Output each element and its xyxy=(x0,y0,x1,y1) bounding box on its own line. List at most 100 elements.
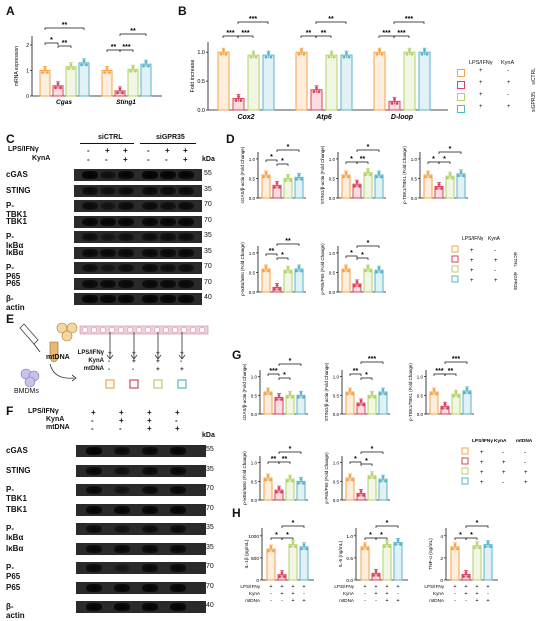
panel-letter-g: G xyxy=(232,348,242,362)
chart-g-3-tick-label: 0.0 xyxy=(251,498,258,503)
chart-g-sig-m-label: * xyxy=(354,456,357,463)
blot-f-row-label: STING xyxy=(6,465,31,475)
chart-d-sig-n-label: * xyxy=(361,252,364,259)
blot-f-band xyxy=(170,447,186,455)
schema-row-value: + xyxy=(108,350,112,357)
chart-b-bar-0-0 xyxy=(217,51,230,111)
chart-h-1-bar-2 xyxy=(382,544,392,581)
chart-g-4-tick-label: 1.0 xyxy=(333,461,340,466)
chart-h-1-bar-2-point xyxy=(385,541,389,545)
chart-h-0-bar-3-point xyxy=(300,547,303,551)
chart-g-2-bar-3 xyxy=(462,390,472,415)
schema-row-value: + xyxy=(180,350,184,357)
blot-c-band xyxy=(82,233,98,241)
chart-d-0-bar-0-point xyxy=(262,175,265,179)
blot-c-band xyxy=(82,248,98,257)
chart-a-bar-1-0-point xyxy=(108,71,111,74)
chart-g-3-bar-2-point xyxy=(291,479,294,483)
chart-d-1-tick-label: 0.5 xyxy=(329,176,336,181)
chart-d-3-tick-label: 0.0 xyxy=(249,290,256,295)
chart-h-2-xrow-value: + xyxy=(475,591,478,597)
chart-d-sig-f-bracket xyxy=(356,149,380,152)
legend-g-value: - xyxy=(502,450,504,456)
blot-f-kyna-sign: - xyxy=(91,416,94,425)
blot-f-lps-sign: + xyxy=(175,408,180,417)
blot-c-strip xyxy=(74,262,202,274)
chart-g-1-bar-0-point xyxy=(351,392,354,396)
chart-h-2-bar-1-point xyxy=(464,571,468,574)
legend-g-value: + xyxy=(480,450,484,456)
chart-d-4-bar-3-point xyxy=(375,270,378,274)
chart-b-sig-0-2-label: *** xyxy=(249,16,257,23)
chart-h-1-xrow-value: - xyxy=(375,598,377,604)
blot-c-band xyxy=(142,264,158,272)
arrow-head-icon xyxy=(71,374,77,382)
blot-c-strip xyxy=(74,215,202,228)
arrow-icon xyxy=(49,363,75,379)
chart-a-bar-0-0-point xyxy=(46,71,49,74)
chart-d-4-bar-2-point xyxy=(364,269,367,273)
chart-h-0-sig-0-label: * xyxy=(275,532,278,539)
plate-well xyxy=(145,327,151,333)
blot-c-strip xyxy=(74,293,202,305)
blot-c-band xyxy=(100,295,116,303)
chart-g-sig-f-bracket xyxy=(360,361,384,364)
chart-b-bar-1-3 xyxy=(340,54,353,111)
chart-h-1-xrow-value: - xyxy=(364,591,366,597)
chart-d-0-bar-0 xyxy=(261,174,271,199)
chart-g-0-bar-2-point xyxy=(286,395,289,399)
chart-g-2-bar-0-point xyxy=(430,392,433,396)
chart-a-sig-5-bracket xyxy=(119,33,147,36)
chart-h-0-bar-0-point xyxy=(267,549,270,553)
blot-c-band xyxy=(82,217,98,226)
chart-h-1-xrow-value: + xyxy=(374,591,377,597)
chart-h-1-xrow-value: + xyxy=(396,598,399,604)
chart-b-group-label: Atp6 xyxy=(315,114,332,121)
chart-h-0-xrow-label: KynA xyxy=(249,591,261,596)
chart-b-sig-0-0-label: *** xyxy=(226,30,234,37)
chart-h-1-bar-2-point xyxy=(388,545,391,549)
blot-c-band xyxy=(118,186,134,195)
blot-c-band xyxy=(100,202,116,210)
chart-b-bar-2-2-point xyxy=(405,52,409,56)
chart-d-0-bar-0-point xyxy=(267,175,270,179)
chart-b-bar-2-3-point xyxy=(420,52,424,56)
chart-b-bar-1-0-point xyxy=(297,52,301,56)
chart-a-sig-3-label: ** xyxy=(111,44,117,51)
plate-well xyxy=(172,327,178,333)
blot-f-mtdna-sign: + xyxy=(175,424,180,433)
chart-h-0-tick-label: 0 xyxy=(256,578,259,584)
legend-g-swatch xyxy=(461,467,469,475)
blot-c-band xyxy=(82,264,98,272)
chart-b-bar-1-3-point xyxy=(342,55,346,59)
chart-a-bar-0-2-point xyxy=(69,63,73,67)
chart-g-0-bar-2-point xyxy=(288,391,292,395)
schema-row-value: + xyxy=(132,358,136,365)
plate-well xyxy=(199,327,205,333)
chart-b-bar-0-2-point xyxy=(254,55,258,59)
chart-g-sig-f-label: *** xyxy=(368,356,376,363)
schema-row-value: - xyxy=(132,366,135,373)
chart-d-3-bar-2-point xyxy=(284,270,287,274)
blot-c-band xyxy=(178,233,194,241)
chart-g-0-bar-0-point xyxy=(264,392,267,396)
chart-b-sig-2-2-label: *** xyxy=(405,16,413,23)
chart-d-4-ylabel: p-P65/P65 (Fold Change) xyxy=(320,243,325,295)
chart-d-2-bar-3-point xyxy=(462,174,465,178)
chart-d-1-bar-2-point xyxy=(364,173,367,177)
chart-g-2-bar-1-point xyxy=(446,406,449,410)
chart-h-2-xrow-value: - xyxy=(454,591,456,597)
plate-well xyxy=(100,327,106,333)
chart-h-0-xrow-label: mtDNA xyxy=(245,598,261,603)
chart-g-3-bar-3-point xyxy=(302,481,305,485)
chart-h-1-sig-0-label: * xyxy=(369,532,372,539)
blot-c-band xyxy=(100,248,116,257)
legend-b-kyna-value: + xyxy=(507,80,511,86)
chart-d: 0.0 0.5 1.0 cGAS/β-actin (Fold Change) 0.0 0.… xyxy=(240,144,518,296)
plate-well xyxy=(109,327,115,333)
schema-group-box xyxy=(129,379,139,389)
chart-b-bar-1-0 xyxy=(295,51,308,111)
blot-c-band xyxy=(142,202,158,210)
chart-h-2-bar-2-point xyxy=(475,542,479,546)
blot-c-treat-lps: LPS/IFNγ xyxy=(8,146,39,153)
